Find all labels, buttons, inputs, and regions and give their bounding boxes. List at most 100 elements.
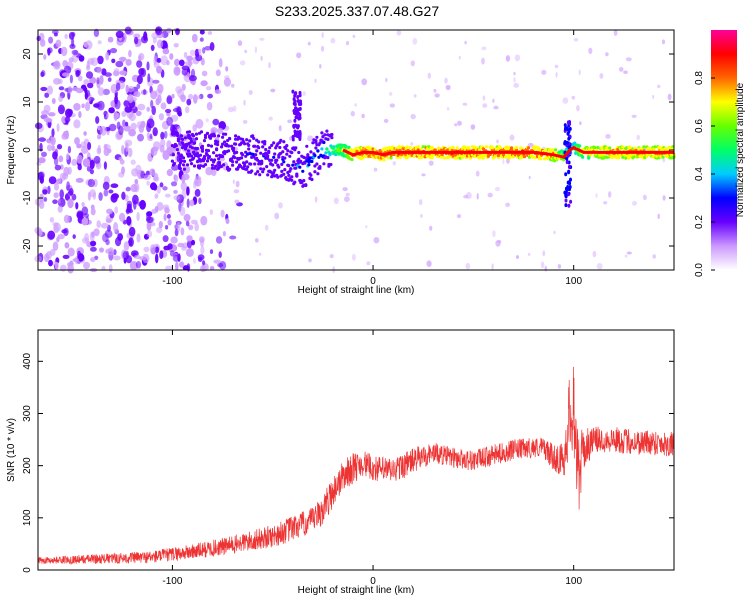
spectrogram-cell <box>125 58 132 66</box>
spectrogram-cell <box>228 137 232 141</box>
spectrogram-cell <box>325 129 329 133</box>
spectrogram-cell <box>200 265 206 273</box>
spectrogram-cell <box>661 39 666 45</box>
spectrogram-cell <box>599 73 604 79</box>
spectrogram-cell <box>256 170 260 174</box>
spectrogram-cell <box>218 161 222 165</box>
spectrogram-cell <box>121 191 126 200</box>
spectrogram-cell <box>63 227 69 237</box>
spectrogram-cell <box>190 219 198 225</box>
spectrogram-cell <box>111 58 116 64</box>
spectrogram-cell <box>624 156 628 160</box>
spectrogram-cell <box>187 239 192 249</box>
spectrogram-cell <box>563 190 567 195</box>
spectrogram-cell <box>354 103 357 107</box>
spectrogram-cell <box>412 37 418 45</box>
spectrogram-cell <box>84 232 89 243</box>
spectrogram-cell <box>350 110 355 117</box>
spectrogram-cell <box>52 60 61 70</box>
spectrogram-cell <box>245 167 249 171</box>
spectrogram-cell <box>275 158 279 162</box>
spectrogram-cell <box>200 80 208 87</box>
spectrogram-cell <box>193 257 196 264</box>
spectrogram-cell <box>257 140 261 144</box>
spectrogram-cell <box>255 166 260 171</box>
spectrogram-cell <box>71 32 76 37</box>
spectrogram-cell <box>83 213 90 218</box>
spectrogram-cell <box>85 40 93 50</box>
spectrogram-cell <box>114 95 118 105</box>
spectrogram-cell <box>87 142 92 150</box>
spectrogram-cell <box>277 165 281 169</box>
spectrogram-cell <box>96 134 102 140</box>
spectrogram-cell <box>232 146 236 150</box>
spectrogram-cell <box>189 49 196 56</box>
spectrogram-cell <box>318 166 322 170</box>
spectrogram-cell <box>514 145 519 150</box>
spectrogram-cell <box>293 118 297 123</box>
spectrogram-cell <box>444 77 448 84</box>
spectrogram-cell <box>477 148 481 152</box>
spectrogram-cell <box>221 154 225 159</box>
spectrogram-cell <box>215 148 219 152</box>
spectrogram-cell <box>166 140 172 150</box>
spectrogram-cell <box>61 116 67 124</box>
spectrogram-cell <box>36 161 42 166</box>
spectrogram-cell <box>155 26 163 36</box>
spectrogram-cell <box>263 140 267 144</box>
spectrogram-cell <box>608 146 612 150</box>
spectrogram-cell <box>163 213 167 221</box>
spectrogram-cell <box>195 160 200 164</box>
y-tick-label: -20 <box>22 238 33 253</box>
spectrogram-cell <box>305 144 309 148</box>
spectrogram-cell <box>189 139 194 144</box>
spectrogram-cell <box>179 134 184 138</box>
spectrogram-cell <box>81 103 85 109</box>
spectrogram-cell <box>507 156 512 160</box>
spectrogram-cell <box>618 67 624 72</box>
spectrogram-cell <box>249 162 253 166</box>
spectrogram-cell <box>65 108 73 118</box>
spectrogram-cell <box>569 199 573 204</box>
spectrogram-cell <box>571 95 576 100</box>
spectrogram-cell <box>287 173 291 177</box>
spectrogram-cell <box>198 52 202 57</box>
spectrogram-cell <box>180 181 187 191</box>
spectrogram-cell <box>283 156 287 160</box>
spectrogram-cell <box>199 130 204 134</box>
spectrogram-cell <box>587 156 591 160</box>
spectrogram-cell <box>386 156 390 160</box>
spectrogram-cell <box>174 174 179 183</box>
y-tick-label: 0 <box>22 567 33 573</box>
spectrogram-cell <box>565 156 569 161</box>
spectrogram-cell <box>420 214 423 218</box>
spectrogram-cell <box>156 185 161 194</box>
spectrogram-cell <box>509 134 515 141</box>
spectrogram-cell <box>105 51 110 61</box>
x-tick-label: 100 <box>565 576 582 587</box>
spectrogram-cell <box>266 156 270 160</box>
spectrogram-cell <box>321 32 324 39</box>
spectrogram-cell <box>52 151 58 160</box>
spectrogram-cell <box>351 253 356 261</box>
spectrogram-cell <box>137 103 146 111</box>
spectrogram-cell <box>221 142 225 146</box>
spectrogram-cell <box>182 159 187 163</box>
spectrogram-cell <box>209 144 214 148</box>
spectrogram-cell <box>613 29 618 36</box>
spectrogram-cell <box>183 51 188 59</box>
spectrogram-cell <box>156 39 164 49</box>
spectrogram-cell <box>181 83 186 91</box>
spectrogram-cell <box>204 46 212 51</box>
spectrogram-cell <box>254 153 258 157</box>
spectrogram-cell <box>218 58 223 68</box>
spectrogram-cell <box>279 138 283 142</box>
spectrogram-track <box>342 145 674 159</box>
spectrogram-cell <box>176 151 180 155</box>
spectrogram-cell <box>52 241 59 251</box>
spectrogram-cell <box>169 53 174 60</box>
spectrogram-cell <box>102 88 111 96</box>
spectrogram-cell <box>186 55 194 62</box>
spectrogram-cell <box>175 261 179 271</box>
spectrogram-cell <box>257 146 261 150</box>
